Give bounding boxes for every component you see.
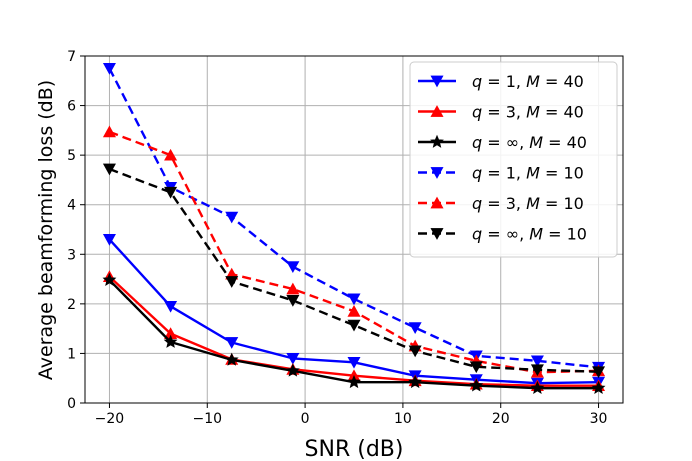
x-tick-label: 0 (301, 411, 310, 427)
data-point (408, 345, 422, 358)
legend-entry: q = 3, M = 40 (418, 103, 584, 122)
data-point (225, 337, 239, 349)
ticks: −20 −10 0 10 20 30 0 1 2 3 4 5 6 7 (67, 49, 607, 427)
legend-entry: q = 3, M = 10 (418, 194, 584, 213)
y-tick-label: 0 (67, 396, 76, 412)
y-tick-label: 5 (67, 148, 76, 164)
y-tick-label: 2 (67, 297, 76, 313)
data-point (591, 380, 606, 395)
data-point (286, 352, 300, 365)
y-axis-label: Average beamforming loss (dB) (35, 80, 57, 380)
data-point (530, 380, 545, 395)
data-point (164, 300, 178, 313)
data-point (102, 272, 117, 286)
x-tick-label: 10 (394, 411, 412, 427)
data-point (530, 355, 544, 368)
legend-label: q = ∞, M = 10 (472, 225, 587, 244)
legend-entry: q = ∞, M = 10 (418, 225, 587, 244)
legend-entry: q = 1, M = 10 (418, 164, 584, 183)
series-2 (102, 272, 606, 395)
y-tick-label: 4 (67, 198, 76, 214)
x-tick-label: −20 (95, 411, 125, 427)
legend-label: q = ∞, M = 40 (472, 133, 587, 152)
data-point (224, 352, 239, 366)
data-point (102, 62, 116, 75)
x-axis-label: SNR (dB) (305, 437, 404, 461)
data-point (286, 282, 300, 295)
legend-swatch-marker (430, 196, 444, 209)
data-point (102, 125, 116, 138)
data-point (469, 378, 484, 392)
data-point (592, 366, 606, 379)
axes-frame (84, 55, 624, 404)
data-point (225, 276, 239, 288)
data-point (225, 211, 239, 224)
data-point (347, 293, 361, 306)
legend-label: q = 1, M = 40 (472, 72, 584, 91)
series-5 (102, 163, 606, 379)
y-tick-label: 6 (67, 99, 76, 115)
legend: q = 1, M = 40 q = 3, M = 40 q = ∞, M = 40 q… (409, 61, 618, 258)
data-point (469, 361, 483, 374)
y-tick-label: 7 (67, 49, 76, 65)
legend-swatch-marker (430, 75, 444, 88)
data-point (102, 163, 116, 176)
data-point (286, 294, 300, 307)
x-tick-label: 20 (492, 411, 510, 427)
y-tick-label: 1 (67, 346, 76, 362)
data-point (286, 261, 300, 273)
data-point (347, 319, 361, 332)
data-point (408, 374, 423, 389)
legend-entry: q = 1, M = 40 (418, 72, 584, 91)
legend-label: q = 3, M = 10 (472, 194, 584, 213)
data-point (347, 374, 361, 389)
legend-box (409, 61, 618, 258)
x-tick-label: 30 (590, 411, 608, 427)
data-point (164, 148, 178, 161)
data-point (347, 356, 361, 369)
y-tick-label: 3 (67, 247, 76, 263)
series-line (109, 167, 599, 373)
data-point (163, 334, 178, 348)
legend-label: q = 1, M = 10 (472, 164, 584, 183)
x-tick-label: −10 (192, 411, 222, 427)
data-point (285, 363, 300, 377)
data-point (347, 304, 361, 317)
legend-swatch-marker (430, 134, 444, 148)
legend-swatch-marker (430, 105, 444, 117)
legend-swatch-marker (430, 228, 444, 240)
legend-swatch-marker (430, 167, 444, 179)
data-point (530, 364, 544, 377)
data-point (164, 186, 178, 199)
series-layer (102, 62, 606, 395)
legend-label: q = 3, M = 40 (472, 103, 584, 122)
data-point (408, 322, 422, 334)
data-point (102, 234, 116, 246)
legend-entry: q = ∞, M = 40 (418, 133, 587, 152)
